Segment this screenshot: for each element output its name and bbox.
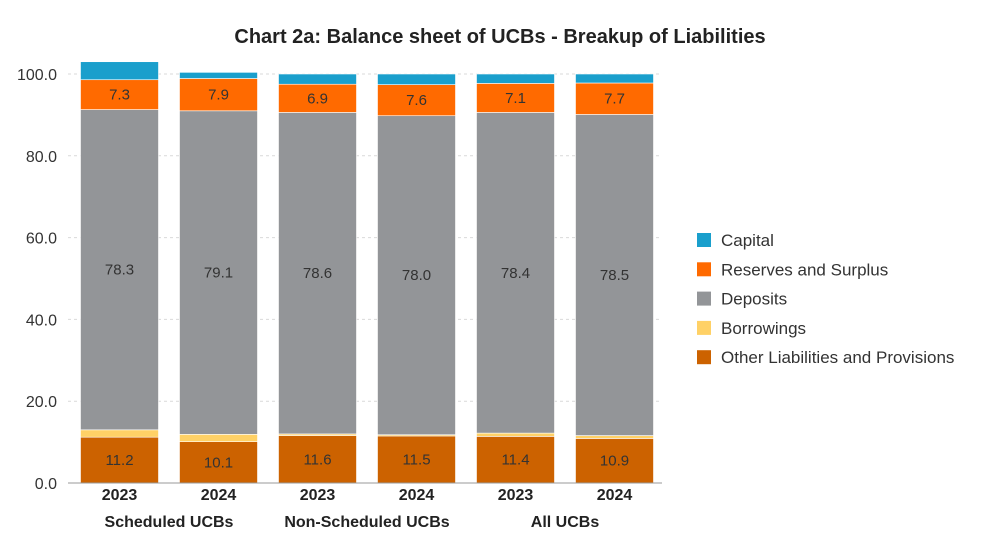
legend-label: Other Liabilities and Provisions <box>721 348 954 367</box>
bar-segment-capital <box>278 73 357 85</box>
bar-segment-other-liabilities-and-provisions <box>80 436 159 484</box>
data-label: 7.9 <box>208 87 229 104</box>
data-label: 78.4 <box>501 265 530 282</box>
x-tick-label: 2023 <box>498 487 534 504</box>
data-labels: 11.2 78.3 7.3 10.1 79.1 7.9 11.6 78.6 6.9 11.5 78.… <box>105 87 629 472</box>
x-tick-label: 2024 <box>201 487 237 504</box>
data-label: 11.4 <box>501 452 529 469</box>
bar-segment-other-liabilities-and-provisions <box>377 435 456 484</box>
bar-segment-deposits <box>278 112 357 435</box>
bar-segment-deposits <box>476 112 555 434</box>
x-group-label: All UCBs <box>531 514 600 531</box>
legend-swatch <box>697 350 711 365</box>
bar-segment-reserves-and-surplus <box>476 83 555 113</box>
data-label: 10.9 <box>600 453 629 470</box>
legend-swatch <box>697 262 711 277</box>
bar-segment-other-liabilities-and-provisions <box>575 438 654 484</box>
legend-swatch <box>697 291 711 306</box>
x-tick-label: 2024 <box>597 487 633 504</box>
y-tick-label: 80.0 <box>26 149 57 166</box>
bar-segment-other-liabilities-and-provisions <box>476 436 555 484</box>
x-tick-label: 2023 <box>300 487 336 504</box>
data-label: 78.5 <box>600 267 629 284</box>
x-group-label: Scheduled UCBs <box>105 514 234 531</box>
bar-segment-reserves-and-surplus <box>278 83 357 113</box>
data-label: 10.1 <box>204 454 233 471</box>
bar-segment-deposits <box>179 110 258 435</box>
bar-segment-borrowings <box>80 429 159 438</box>
chart-title: Chart 2a: Balance sheet of UCBs - Breaku… <box>234 26 765 48</box>
legend-label: Borrowings <box>721 319 806 338</box>
x-group-label: Non-Scheduled UCBs <box>284 514 449 531</box>
data-label: 7.3 <box>109 87 130 104</box>
bar-segment-borrowings <box>179 434 258 442</box>
legend-label: Capital <box>721 231 774 250</box>
y-tick-label: 60.0 <box>26 231 57 248</box>
x-tick-label: 2023 <box>102 487 138 504</box>
bar-segment-other-liabilities-and-provisions <box>278 435 357 484</box>
bar-segment-deposits <box>377 115 456 436</box>
bar-segment-reserves-and-surplus <box>575 82 654 115</box>
bar-segment-deposits <box>575 114 654 436</box>
bar-segment-capital <box>476 73 555 84</box>
data-label: 7.6 <box>406 92 427 109</box>
legend-swatch <box>697 233 711 247</box>
data-label: 78.0 <box>402 267 431 284</box>
bars <box>80 61 654 484</box>
y-tick-label: 20.0 <box>26 394 57 411</box>
data-label: 11.6 <box>303 451 331 468</box>
data-label: 11.2 <box>105 452 133 469</box>
bar-segment-deposits <box>80 109 159 431</box>
bar-segment-capital <box>377 73 456 85</box>
legend-swatch <box>697 320 711 335</box>
bar-segment-borrowings <box>575 435 654 439</box>
bar-segment-capital <box>179 72 258 79</box>
legend-label: Reserves and Surplus <box>721 260 888 279</box>
data-label: 7.7 <box>604 91 625 108</box>
x-tick-label: 2024 <box>399 487 435 504</box>
data-label: 78.6 <box>303 265 332 282</box>
y-tick-label: 0.0 <box>35 476 57 493</box>
legend: Capital Reserves and Surplus Deposits Borro… <box>697 231 954 367</box>
legend-label: Deposits <box>721 290 787 309</box>
data-label: 6.9 <box>307 90 328 107</box>
gridlines <box>68 73 662 402</box>
bar-segment-borrowings <box>476 432 555 437</box>
axes: 0.0 20.0 40.0 60.0 80.0 100.0 2023 2024 2023 2024… <box>17 67 662 531</box>
bar-segment-reserves-and-surplus <box>377 84 456 117</box>
data-label: 11.5 <box>402 451 430 468</box>
data-label: 7.1 <box>505 90 526 107</box>
bar-segment-capital <box>80 61 159 81</box>
y-tick-label: 40.0 <box>26 312 57 329</box>
bar-segment-capital <box>575 73 654 84</box>
data-label: 79.1 <box>204 265 233 282</box>
data-label: 78.3 <box>105 262 134 279</box>
y-tick-label: 100.0 <box>17 67 57 84</box>
